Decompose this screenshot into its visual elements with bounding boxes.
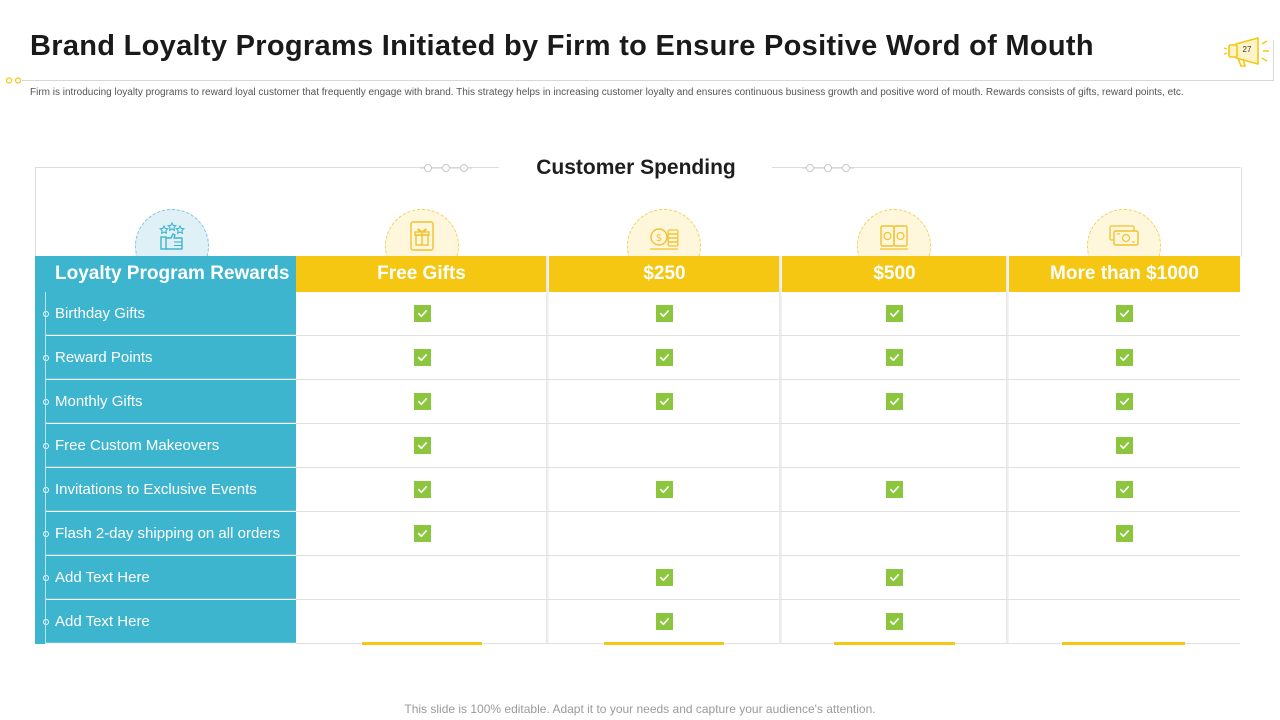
- row-divider: [296, 335, 1240, 336]
- row-divider: [296, 599, 1240, 600]
- row-bullet: [43, 399, 49, 405]
- check-icon: [656, 349, 673, 366]
- side-accent-bar: [35, 256, 46, 644]
- check-icon: [1116, 305, 1133, 322]
- slide-number-badge: 27: [1222, 36, 1270, 68]
- header-col-1000: More than $1000: [1009, 256, 1240, 292]
- row-bullet: [43, 575, 49, 581]
- row-bullet: [43, 619, 49, 625]
- check-icon: [656, 393, 673, 410]
- row-divider: [296, 555, 1240, 556]
- svg-text:$: $: [656, 233, 662, 244]
- row-divider: [296, 643, 1240, 644]
- row-label: Free Custom Makeovers: [46, 424, 296, 467]
- check-icon: [1116, 481, 1133, 498]
- row-bullet: [43, 443, 49, 449]
- check-icon: [414, 305, 431, 322]
- check-icon: [886, 613, 903, 630]
- check-icon: [1116, 393, 1133, 410]
- check-icon: [886, 481, 903, 498]
- frame-top-right: [772, 167, 1240, 168]
- deco-dots-left-icon: [420, 164, 472, 172]
- header-col-free-gifts: Free Gifts: [296, 256, 547, 292]
- column-underline: [604, 642, 724, 645]
- title-divider: [22, 80, 1274, 81]
- check-icon: [886, 349, 903, 366]
- check-icon: [414, 393, 431, 410]
- check-icon: [1116, 525, 1133, 542]
- header-col-500: $500: [782, 256, 1007, 292]
- table-frame: [35, 167, 1242, 257]
- check-icon: [656, 305, 673, 322]
- megaphone-icon: [1223, 37, 1269, 67]
- row-bullet: [43, 311, 49, 317]
- page-title: Brand Loyalty Programs Initiated by Firm…: [30, 30, 1094, 62]
- column-divider: [546, 256, 549, 644]
- rule-dots-icon: [5, 77, 22, 84]
- check-icon: [886, 393, 903, 410]
- footer-note: This slide is 100% editable. Adapt it to…: [404, 702, 876, 716]
- check-icon: [656, 569, 673, 586]
- column-divider: [779, 256, 782, 644]
- row-label: Add Text Here: [46, 556, 296, 599]
- row-divider: [296, 467, 1240, 468]
- section-title: Customer Spending: [536, 156, 736, 179]
- corner-divider: [1273, 40, 1274, 80]
- header-loyalty-rewards: Loyalty Program Rewards: [46, 256, 296, 292]
- check-icon: [414, 481, 431, 498]
- check-icon: [656, 613, 673, 630]
- page-subtitle: Firm is introducing loyalty programs to …: [30, 87, 1184, 98]
- row-divider: [296, 379, 1240, 380]
- row-label: Birthday Gifts: [46, 292, 296, 335]
- check-icon: [414, 437, 431, 454]
- row-label: Add Text Here: [46, 600, 296, 643]
- check-icon: [414, 349, 431, 366]
- row-label: Flash 2-day shipping on all orders: [46, 512, 296, 555]
- row-bullet: [43, 355, 49, 361]
- row-divider: [296, 511, 1240, 512]
- column-underline: [834, 642, 955, 645]
- slide-number: 27: [1242, 45, 1252, 54]
- check-icon: [1116, 349, 1133, 366]
- row-label: Reward Points: [46, 336, 296, 379]
- side-guide-line: [45, 292, 46, 644]
- column-divider: [1006, 256, 1009, 644]
- check-icon: [414, 525, 431, 542]
- deco-dots-right-icon: [802, 164, 854, 172]
- column-underline: [362, 642, 482, 645]
- header-col-250: $250: [549, 256, 780, 292]
- frame-top-left: [35, 167, 499, 168]
- row-bullet: [43, 487, 49, 493]
- column-underline: [1062, 642, 1185, 645]
- check-icon: [656, 481, 673, 498]
- row-bullet: [43, 531, 49, 537]
- check-icon: [886, 305, 903, 322]
- check-icon: [1116, 437, 1133, 454]
- row-label: Monthly Gifts: [46, 380, 296, 423]
- row-label: Invitations to Exclusive Events: [46, 468, 296, 511]
- row-divider: [296, 423, 1240, 424]
- check-icon: [886, 569, 903, 586]
